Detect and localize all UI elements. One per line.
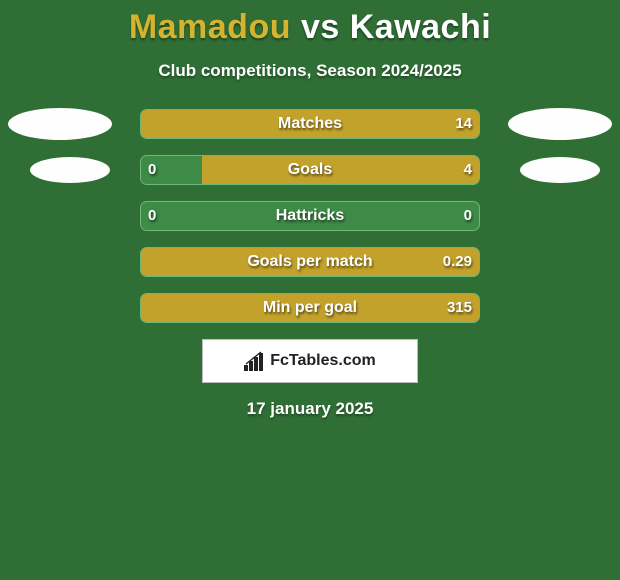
- stat-row: Matches14: [0, 109, 620, 139]
- player2-name: Kawachi: [350, 8, 491, 46]
- player1-name: Mamadou: [129, 8, 291, 46]
- date-line: 17 january 2025: [0, 399, 620, 419]
- stat-bar-fill-right: [141, 248, 479, 276]
- brand-text: FcTables.com: [270, 352, 376, 370]
- comparison-rows: Matches14 Goals04 Hattricks00 Goals per mat…: [0, 109, 620, 323]
- vs-word: vs: [301, 8, 340, 46]
- stat-row: Hattricks00: [0, 201, 620, 231]
- stat-bar: [140, 155, 480, 185]
- stat-row: Min per goal315: [0, 293, 620, 323]
- player1-avatar: [30, 157, 110, 183]
- stat-bar-fill-right: [141, 110, 479, 138]
- stat-row: Goals per match0.29: [0, 247, 620, 277]
- stat-bar: [140, 247, 480, 277]
- stat-bar-fill-left: [141, 156, 202, 184]
- page-title: Mamadou vs Kawachi: [0, 0, 620, 47]
- player2-avatar: [508, 108, 612, 140]
- player2-avatar: [520, 157, 600, 183]
- stat-bar-fill-right: [141, 294, 479, 322]
- brand-box: FcTables.com: [202, 339, 418, 383]
- stat-bar: [140, 109, 480, 139]
- stat-row: Goals04: [0, 155, 620, 185]
- stat-bar: [140, 293, 480, 323]
- chart-icon: [244, 351, 266, 371]
- stat-bar: [140, 201, 480, 231]
- stat-bar-fill-right: [202, 156, 479, 184]
- player1-avatar: [8, 108, 112, 140]
- subtitle: Club competitions, Season 2024/2025: [0, 61, 620, 81]
